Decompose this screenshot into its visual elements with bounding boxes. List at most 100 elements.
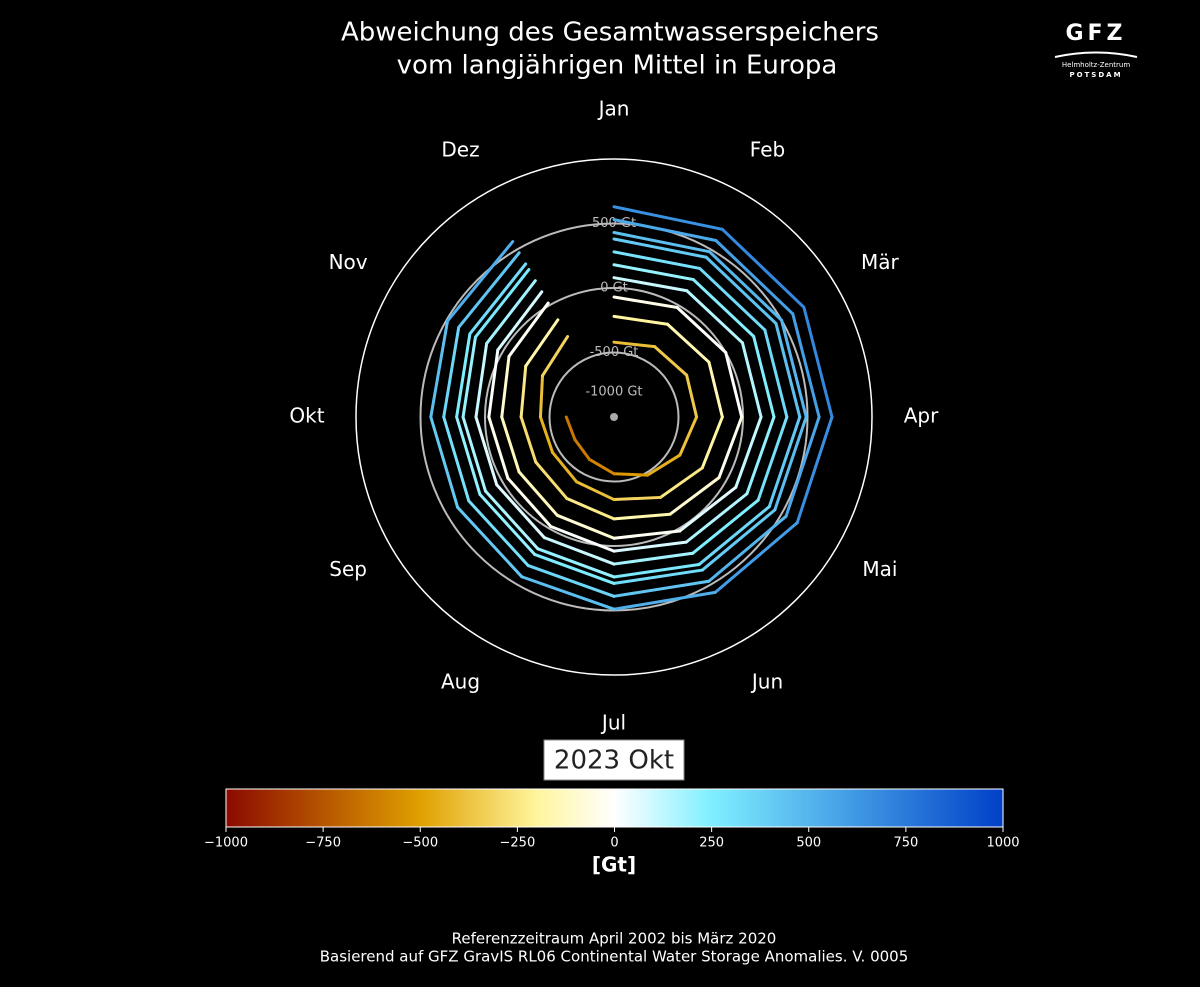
annotation: 2023 Okt: [554, 746, 674, 776]
spiral-segment: [740, 341, 763, 419]
logo-name: GFZ: [1065, 21, 1126, 46]
spiral-segment: [500, 415, 521, 474]
angle-label: Sep: [329, 557, 367, 581]
spiral-segment: [457, 251, 521, 329]
spiral-segment: [495, 483, 546, 540]
spiral-segment: [767, 415, 802, 509]
spiral-segment: [442, 415, 471, 503]
spiral-segment: [675, 306, 728, 354]
spiral-segment: [612, 237, 708, 259]
spiral-segment: [520, 575, 616, 611]
colorbar-tick-label: 0: [610, 836, 618, 851]
angle-label: Jul: [600, 711, 626, 735]
spiral-segment: [551, 450, 579, 484]
angle-label: Nov: [329, 250, 368, 274]
colorbar-tick-label: 500: [796, 836, 821, 851]
r-tick-label: 0 Gt: [600, 281, 628, 296]
spiral-segment: [555, 513, 616, 540]
chart-subtitle: vom langjährigen Mittel in Europa: [397, 51, 838, 81]
spiral-segment: [461, 415, 488, 493]
spiral-segment: [773, 415, 808, 512]
spiral-segment: [646, 453, 682, 477]
footer-line: Basierend auf GFZ GravIS RL06 Continenta…: [320, 948, 909, 966]
spiral-segment: [612, 276, 689, 293]
spiral-segment: [780, 318, 808, 419]
chart-title: Abweichung des Gesamtwasserspeichers: [341, 18, 879, 48]
spiral-segment: [507, 301, 550, 358]
spiral-segment: [763, 328, 789, 419]
spiral-segment: [478, 492, 537, 556]
spiral-segment: [612, 205, 724, 231]
spiral-segment: [612, 579, 711, 598]
colorbar-tick-label: 250: [699, 836, 724, 851]
spiral-segment: [612, 295, 679, 310]
angle-label: Mai: [862, 557, 897, 581]
colorbar: [225, 788, 1004, 828]
angle-label: Mär: [861, 250, 900, 274]
angle-label: Feb: [750, 138, 785, 162]
spiral-segment: [717, 415, 744, 480]
spiral-segment: [724, 351, 744, 419]
spiral-segment: [697, 505, 771, 566]
spiral-segment: [691, 498, 760, 555]
spiral-segment: [575, 480, 616, 502]
spiral-segment: [564, 415, 577, 442]
spiral-segment: [795, 415, 834, 525]
angle-label: Dez: [441, 138, 479, 162]
spiral-segment: [612, 529, 682, 540]
angle-label: Apr: [904, 404, 939, 428]
spiral-segment: [691, 278, 756, 338]
colorbar-tick-label: −500: [402, 836, 438, 851]
spiral-segment: [612, 568, 704, 585]
r-tick-label: -500 Gt: [590, 345, 639, 360]
angle-label: Jun: [750, 669, 783, 693]
spiral-segment: [573, 438, 591, 461]
spiral-segment: [714, 238, 795, 316]
spiral-segment: [802, 305, 834, 419]
spiral-segment: [519, 415, 538, 464]
logo-line2: POTSDAM: [1069, 71, 1122, 79]
spiral-segment: [745, 415, 776, 496]
spiral-segment: [784, 415, 821, 518]
spiral-segment: [542, 536, 616, 566]
colorbar-label: [Gt]: [592, 853, 636, 877]
spiral-segment: [668, 476, 721, 516]
spiral-segment: [461, 335, 477, 419]
outer-ring: [355, 158, 873, 676]
spiral-segment: [612, 218, 718, 242]
colorbar-tick-label: −1000: [204, 836, 248, 851]
angle-label: Aug: [441, 669, 480, 693]
spiral-segment: [455, 415, 482, 496]
grid-center: [610, 413, 618, 421]
grid-ring: [548, 351, 680, 483]
spiral-segment: [500, 354, 511, 419]
spiral-segment: [487, 415, 510, 480]
spiral-segment: [612, 314, 670, 326]
spiral-segment: [678, 415, 699, 457]
spiral-segment: [533, 552, 616, 585]
spiral-segment: [524, 318, 560, 368]
spiral-segment: [455, 332, 472, 419]
spiral-segment: [612, 540, 688, 553]
spiral-segment: [485, 279, 537, 345]
spiral-segment: [474, 415, 499, 487]
spiral-segment: [612, 562, 701, 579]
spiral-segment: [698, 266, 767, 332]
spiral-segment: [612, 512, 672, 521]
colorbar-tick-label: −750: [305, 836, 341, 851]
spiral-segment: [707, 360, 724, 419]
spiral-segment: [685, 289, 744, 345]
footer-line: Referenzzeitraum April 2002 bis März 202…: [452, 930, 777, 948]
spiral-segment: [538, 374, 545, 419]
spiral-segment: [700, 508, 777, 572]
spiral-segment: [474, 341, 489, 419]
spiral-segment: [429, 319, 450, 419]
spiral-segment: [612, 250, 702, 270]
spiral-segment: [587, 457, 616, 476]
spiral-segment: [756, 415, 789, 502]
spiral-segment: [612, 495, 662, 502]
spiral-segment: [526, 564, 616, 598]
r-tick-label: 500 Gt: [592, 216, 636, 231]
spiral-segment: [704, 255, 778, 325]
spiral-segment: [484, 489, 540, 551]
